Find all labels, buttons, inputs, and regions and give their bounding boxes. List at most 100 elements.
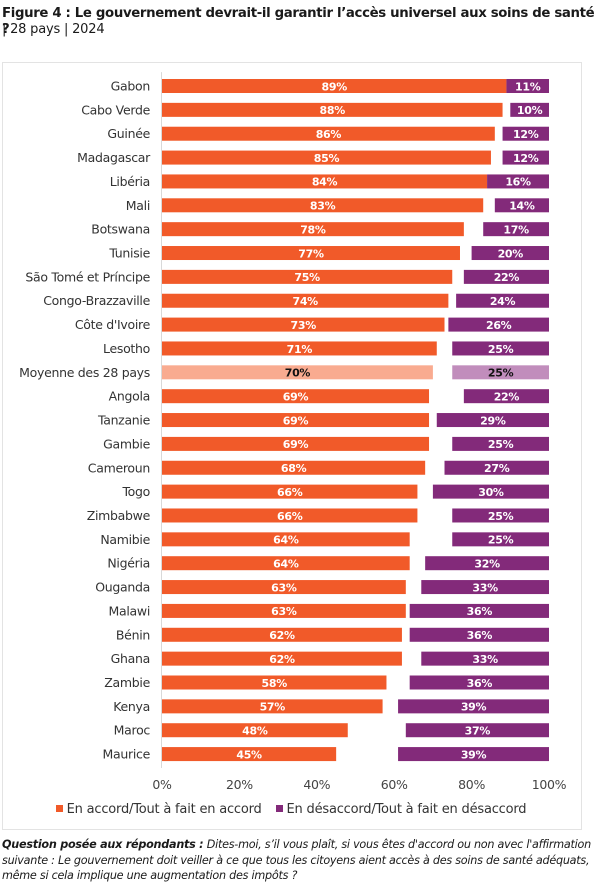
disagree-value-label: 36% [467,629,493,642]
disagree-value-label: 25% [488,510,514,523]
x-tick-label: 60% [381,777,408,792]
footnote-lead: Question posée aux répondants : [2,838,204,851]
disagree-bar [483,222,549,237]
country-row: Libéria 84% 16% [110,174,549,189]
country-row: São Tomé et Príncipe 75% 22% [25,269,549,284]
disagree-bar [432,484,549,499]
disagree-value-label: 12% [513,128,539,141]
disagree-bar [409,675,549,690]
disagree-value-label: 36% [467,677,493,690]
footnote-text: Dites-moi, s’il vous plaît, si vous êtes… [2,838,591,882]
category-label: Congo-Brazzaville [43,293,150,308]
disagree-bar [502,150,549,165]
disagree-value-label: 26% [486,319,512,332]
agree-value-label: 77% [298,247,324,260]
disagree-value-label: 12% [513,152,539,165]
agree-bar [162,699,383,714]
category-label: Malawi [109,603,150,618]
category-label: Tunisie [108,246,150,261]
country-row: Malawi 63% 36% [109,603,549,618]
agree-bar [162,747,337,762]
country-row: Lesotho 71% 25% [103,341,549,356]
country-row: Côte d'Ivoire 73% 26% [75,317,549,332]
category-label: Namibie [100,532,150,547]
agree-bar [162,269,453,284]
category-label: Guinée [107,126,150,141]
agree-value-label: 70% [285,367,311,380]
agree-value-label: 63% [271,605,297,618]
bars-layer: Gabon 89% 11%Cabo Verde 88% 10%Guinée 86% 12%M… [19,79,549,762]
disagree-bar [409,603,549,618]
country-row: Botswana 78% 17% [91,222,549,237]
disagree-bar [452,436,549,451]
category-label: Nigéria [107,556,150,571]
disagree-value-label: 25% [488,367,514,380]
category-label: Tanzanie [97,413,151,428]
country-row: Angola 69% 22% [109,389,549,404]
axis-layer: 0% 20% 40% 60% 80% 100% [152,72,567,792]
disagree-value-label: 20% [498,247,524,260]
legend-label-disagree: En désaccord/Tout à fait en désaccord [286,802,527,817]
disagree-value-label: 30% [478,486,504,499]
country-row: Tunisie 77% 20% [108,246,549,261]
country-row: Kenya 57% 39% [113,699,549,714]
agree-bar [162,293,449,308]
disagree-bar [444,460,549,475]
disagree-value-label: 25% [488,343,514,356]
agree-value-label: 69% [283,438,309,451]
country-row: Mali 83% 14% [126,198,549,213]
x-tick-label: 100% [532,777,567,792]
disagree-value-label: 17% [503,223,529,236]
disagree-value-label: 33% [472,581,498,594]
category-label: Maurice [103,747,151,762]
disagree-value-label: 11% [515,80,541,93]
category-label: Ghana [111,651,150,666]
agree-value-label: 71% [287,343,313,356]
disagree-bar [452,532,549,547]
country-row: Ghana 62% 33% [111,651,549,666]
category-label: Libéria [110,174,150,189]
country-row: Cameroun 68% 27% [88,460,549,475]
disagree-value-label: 37% [465,725,491,738]
country-row: Tanzanie 69% 29% [97,413,549,428]
country-row: Ouganda 63% 33% [95,580,549,595]
disagree-bar [510,102,549,117]
agree-value-label: 75% [294,271,320,284]
disagree-bar [452,341,549,356]
disagree-bar [487,174,549,189]
agree-value-label: 83% [310,200,336,213]
category-label: Lesotho [103,341,150,356]
agree-value-label: 63% [271,581,297,594]
category-label: Bénin [116,627,150,642]
agree-bar [162,126,495,141]
category-label: Togo [121,484,150,499]
category-label: Gambie [103,436,150,451]
category-label: Côte d'Ivoire [75,317,151,332]
disagree-bar [502,126,549,141]
disagree-value-label: 39% [461,701,487,714]
disagree-bar [506,79,549,93]
agree-value-label: 45% [236,748,262,761]
disagree-bar [405,723,549,738]
disagree-bar [398,699,549,714]
category-label: Zimbabwe [87,508,151,523]
category-label: São Tomé et Príncipe [25,269,150,284]
agree-value-label: 66% [277,510,303,523]
disagree-bar [452,365,549,380]
disagree-bar [398,747,549,762]
country-row: Nigéria 64% 32% [107,556,549,571]
agree-bar [162,484,418,499]
agree-value-label: 62% [269,629,295,642]
disagree-bar [425,556,549,571]
agree-value-label: 68% [281,462,307,475]
agree-value-label: 62% [269,653,295,666]
disagree-value-label: 24% [490,295,516,308]
category-label: Mali [126,198,150,213]
category-label: Ouganda [95,580,150,595]
disagree-bar [463,389,549,404]
legend-item-agree: En accord/Tout à fait en accord [55,802,262,817]
country-row: Maurice 45% 39% [103,747,549,762]
agree-value-label: 88% [320,104,346,117]
agree-bar [162,460,426,475]
agree-bar [162,603,406,618]
